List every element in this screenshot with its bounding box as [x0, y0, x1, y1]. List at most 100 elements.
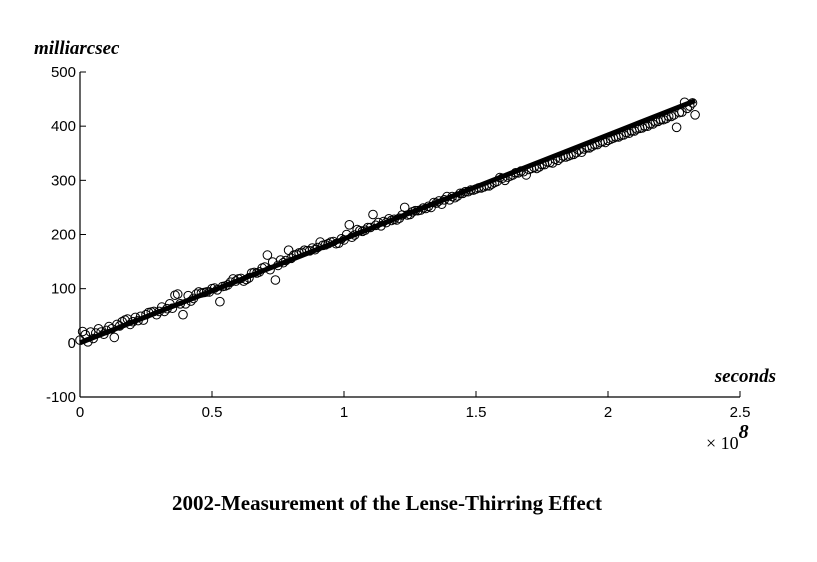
- data-point: [149, 306, 159, 317]
- data-point: [685, 101, 695, 111]
- data-point: [241, 274, 252, 285]
- data-point: [458, 188, 468, 199]
- data-point: [487, 179, 497, 189]
- data-point: [439, 195, 450, 205]
- multiplier-exponent: 8: [739, 421, 749, 443]
- data-point: [141, 309, 151, 320]
- data-point: [262, 250, 273, 260]
- data-point: [215, 296, 225, 307]
- data-point: [384, 214, 394, 224]
- data-point: [619, 130, 629, 140]
- data-point: [175, 299, 186, 309]
- data-point: [415, 205, 426, 215]
- data-point: [304, 246, 315, 256]
- data-point: [238, 276, 249, 286]
- data-point: [584, 143, 595, 153]
- data-point: [162, 303, 172, 314]
- data-point: [656, 114, 666, 125]
- x-tick-label: 2.5: [730, 404, 751, 421]
- data-point: [223, 280, 233, 290]
- y-tick-label: 400: [51, 118, 76, 135]
- data-point: [83, 337, 93, 347]
- data-point: [270, 275, 281, 285]
- data-point: [452, 191, 463, 201]
- data-point: [178, 309, 188, 320]
- data-point: [637, 123, 648, 133]
- data-point: [159, 306, 170, 317]
- data-point: [360, 225, 370, 235]
- y-axis-label: milliarcsec: [34, 38, 120, 59]
- data-point: [534, 162, 545, 172]
- data-point: [392, 215, 402, 225]
- data-point: [88, 333, 98, 344]
- data-point: [582, 143, 592, 153]
- data-point: [642, 121, 653, 131]
- data-point: [370, 220, 381, 231]
- data-points-layer: [75, 97, 700, 347]
- data-point: [671, 122, 682, 133]
- data-point: [613, 132, 624, 142]
- multiplier-base: × 10: [706, 433, 739, 453]
- x-tick-label: 1: [340, 404, 348, 421]
- data-point: [228, 274, 238, 284]
- data-point: [510, 168, 521, 178]
- data-point: [273, 260, 283, 271]
- y-tick-label: -100: [46, 389, 76, 406]
- data-point: [283, 245, 294, 255]
- data-point: [281, 255, 291, 266]
- y-tick-label: 500: [51, 64, 76, 81]
- data-point: [231, 276, 241, 286]
- data-point: [590, 139, 600, 150]
- x-tick-label: 0: [76, 404, 84, 421]
- data-point: [508, 170, 518, 180]
- data-point: [244, 273, 254, 283]
- data-point: [682, 103, 693, 114]
- chart-title: 2002-Measurement of the Lense-Thirring E…: [172, 491, 602, 515]
- y-tick-label: 0: [68, 335, 76, 352]
- data-point: [648, 119, 658, 129]
- data-point: [201, 287, 212, 297]
- data-point: [302, 246, 312, 256]
- data-point: [323, 238, 334, 249]
- data-point: [481, 181, 492, 191]
- data-point: [518, 166, 529, 177]
- data-point: [125, 319, 135, 330]
- y-ticks: -100 0 100 200 300 400 500: [46, 64, 86, 406]
- data-point: [260, 262, 270, 272]
- data-point: [347, 232, 357, 242]
- data-point: [151, 309, 162, 320]
- data-point: [275, 255, 286, 265]
- data-point: [444, 195, 455, 205]
- x-tick-label: 0.5: [202, 404, 223, 421]
- data-point: [624, 128, 634, 138]
- data-point: [669, 110, 679, 120]
- data-point: [666, 111, 677, 122]
- x-axis-multiplier: × 108: [706, 421, 749, 453]
- data-point: [421, 203, 431, 214]
- data-point: [434, 196, 444, 206]
- data-point: [484, 181, 495, 191]
- data-point: [661, 113, 671, 124]
- data-point: [373, 217, 384, 228]
- data-point: [368, 209, 378, 220]
- data-point: [600, 137, 611, 148]
- data-point: [690, 110, 700, 120]
- data-point: [138, 315, 149, 325]
- data-point: [225, 277, 236, 288]
- data-point: [431, 198, 442, 208]
- data-point: [291, 249, 302, 260]
- y-tick-label: 300: [51, 172, 76, 189]
- data-point: [663, 111, 674, 122]
- data-point: [212, 285, 223, 295]
- data-point: [571, 147, 582, 158]
- data-point: [278, 257, 289, 268]
- data-point: [365, 222, 376, 233]
- x-axis-label: seconds: [714, 366, 776, 387]
- data-point: [80, 329, 91, 340]
- data-point: [687, 98, 698, 108]
- data-point: [77, 326, 88, 337]
- data-point: [167, 303, 178, 314]
- x-tick-label: 1.5: [466, 404, 487, 421]
- data-point: [172, 289, 183, 299]
